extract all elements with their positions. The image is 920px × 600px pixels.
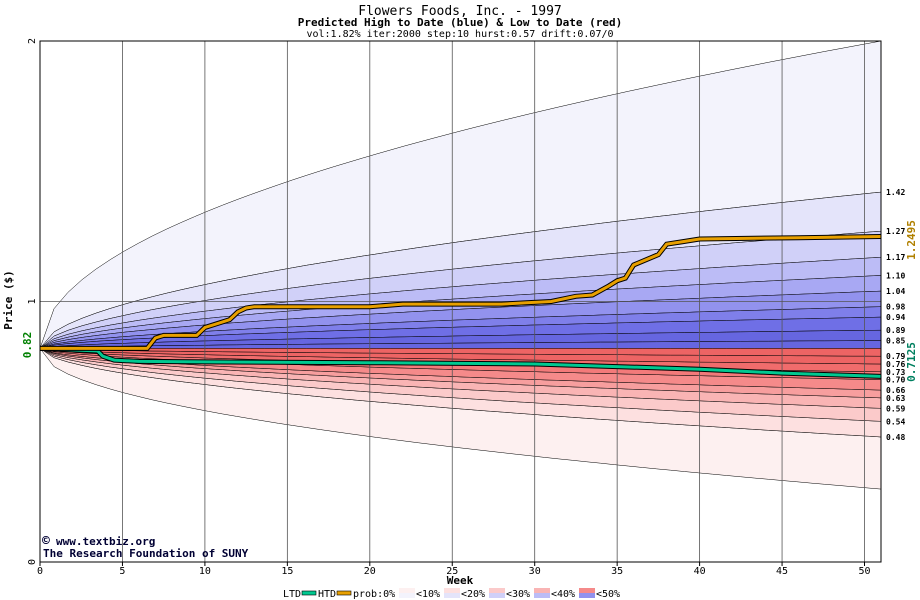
ltd-final-label: 0.7125 — [905, 342, 918, 382]
copyright-icon: © — [42, 534, 50, 549]
y-tick-label: 2 — [27, 38, 38, 44]
x-tick-label: 5 — [119, 566, 125, 577]
band-value-label: 0.59 — [886, 404, 905, 413]
legend-bin-swatch-blue — [579, 593, 595, 598]
legend-bin-swatch-blue — [399, 593, 415, 598]
ltd-series-line — [39, 346, 882, 378]
credit-block: © www.textbiz.org The Research Foundatio… — [42, 534, 249, 560]
legend-bin-label: <20% — [461, 589, 485, 600]
band-value-label: 0.48 — [886, 433, 905, 442]
legend: LTD HTD prob:0% <10% <20% <30% <40% <50% — [283, 588, 620, 600]
legend-bin-swatch-blue — [444, 593, 460, 598]
band-value-labels: 1.42 1.27 1.17 1.10 1.04 0.980.94 0.89 0.85 0.79… — [886, 188, 905, 442]
band-value-label: 1.10 — [886, 271, 905, 280]
band-value-label: 1.42 — [886, 188, 905, 197]
x-axis-label: Week — [447, 574, 474, 587]
legend-bin-swatch-red — [579, 588, 595, 593]
y-tick-label: 0 — [27, 559, 38, 565]
chart-subtitle: Predicted High to Date (blue) & Low to D… — [298, 16, 623, 29]
band-value-label: 0.73 — [886, 368, 905, 377]
plot-frame — [39, 40, 882, 563]
legend-prob-label: prob:0% — [353, 589, 395, 600]
axis-ticks: 0 5 10 15 20 25 30 35 40 45 50 0 1 2 — [27, 38, 871, 577]
legend-htd-swatch — [336, 590, 352, 596]
legend-bin-swatch-red — [444, 588, 460, 593]
band-value-label: 0.66 — [886, 386, 905, 395]
start-price-label: 0.82 — [21, 332, 34, 359]
band-value-label: 0.94 — [886, 313, 905, 322]
legend-bin-swatch-red — [534, 588, 550, 593]
band-value-label: 0.89 — [886, 326, 905, 335]
x-tick-label: 35 — [611, 566, 623, 577]
chart-title: Flowers Foods, Inc. - 1997 — [358, 4, 562, 19]
chart-params: vol:1.82% iter:2000 step:10 hurst:0.57 d… — [306, 29, 613, 40]
band-value-label: 1.27 — [886, 227, 905, 236]
legend-ltd-label: LTD — [283, 589, 301, 600]
x-tick-label: 30 — [529, 566, 541, 577]
legend-bin-swatch-red — [489, 588, 505, 593]
series-lines — [39, 234, 882, 379]
x-tick-label: 40 — [694, 566, 706, 577]
band-value-label: 0.98 — [886, 303, 905, 312]
y-tick-label: 1 — [27, 298, 38, 304]
band-value-label: 0.79 — [886, 352, 905, 361]
htd-final-label: 1.2495 — [905, 220, 918, 260]
legend-bin-swatch-red — [399, 588, 415, 593]
x-tick-label: 20 — [364, 566, 376, 577]
probability-bands — [39, 40, 882, 490]
band-value-label: 1.04 — [886, 287, 905, 296]
band-value-label: 1.17 — [886, 253, 905, 262]
band-value-label: 0.63 — [886, 394, 905, 403]
x-tick-label: 50 — [858, 566, 870, 577]
legend-bin-swatch-blue — [534, 593, 550, 598]
x-tick-label: 25 — [446, 566, 458, 577]
htd-series-line — [40, 235, 882, 350]
legend-bins: <10% <20% <30% <40% <50% — [399, 588, 620, 600]
legend-bin-label: <40% — [551, 589, 575, 600]
legend-bin-label: <50% — [596, 589, 620, 600]
credit-org: The Research Foundation of SUNY — [43, 547, 249, 560]
legend-bin-label: <30% — [506, 589, 530, 600]
x-tick-label: 15 — [281, 566, 293, 577]
x-tick-label: 10 — [199, 566, 211, 577]
credit-url: www.textbiz.org — [56, 535, 155, 548]
legend-bin-swatch-blue — [489, 593, 505, 598]
x-tick-label: 45 — [776, 566, 788, 577]
band-value-label: 0.76 — [886, 360, 905, 369]
band-value-label: 0.85 — [886, 337, 905, 346]
legend-ltd-swatch — [301, 590, 317, 596]
band-value-label: 0.70 — [886, 376, 905, 385]
y-axis-label: Price ($) — [2, 270, 15, 330]
band-value-label: 0.54 — [886, 417, 905, 426]
legend-htd-label: HTD — [318, 589, 336, 600]
legend-bin-label: <10% — [416, 589, 440, 600]
x-tick-label: 0 — [37, 566, 43, 577]
